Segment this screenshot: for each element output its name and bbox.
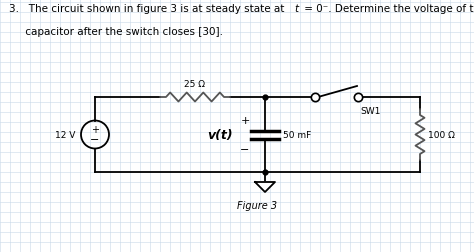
Text: capacitor after the switch closes [30].: capacitor after the switch closes [30]. bbox=[9, 26, 223, 37]
Text: t: t bbox=[295, 4, 299, 14]
Text: 3.   The circuit shown in figure 3 is at steady state at: 3. The circuit shown in figure 3 is at s… bbox=[9, 4, 288, 14]
Text: 100 Ω: 100 Ω bbox=[428, 131, 455, 139]
Text: = 0⁻. Determine the voltage of the: = 0⁻. Determine the voltage of the bbox=[301, 4, 474, 14]
Text: −: − bbox=[91, 135, 100, 145]
Text: −: − bbox=[240, 144, 250, 154]
Text: 12 V: 12 V bbox=[55, 131, 75, 139]
Text: +: + bbox=[91, 124, 99, 135]
Text: Figure 3: Figure 3 bbox=[237, 200, 278, 210]
Text: v(t): v(t) bbox=[207, 129, 233, 141]
Text: +: + bbox=[240, 116, 250, 126]
Text: 50 mF: 50 mF bbox=[283, 131, 311, 139]
Polygon shape bbox=[255, 182, 275, 192]
Text: SW1: SW1 bbox=[360, 107, 380, 115]
Text: 25 Ω: 25 Ω bbox=[184, 80, 206, 89]
